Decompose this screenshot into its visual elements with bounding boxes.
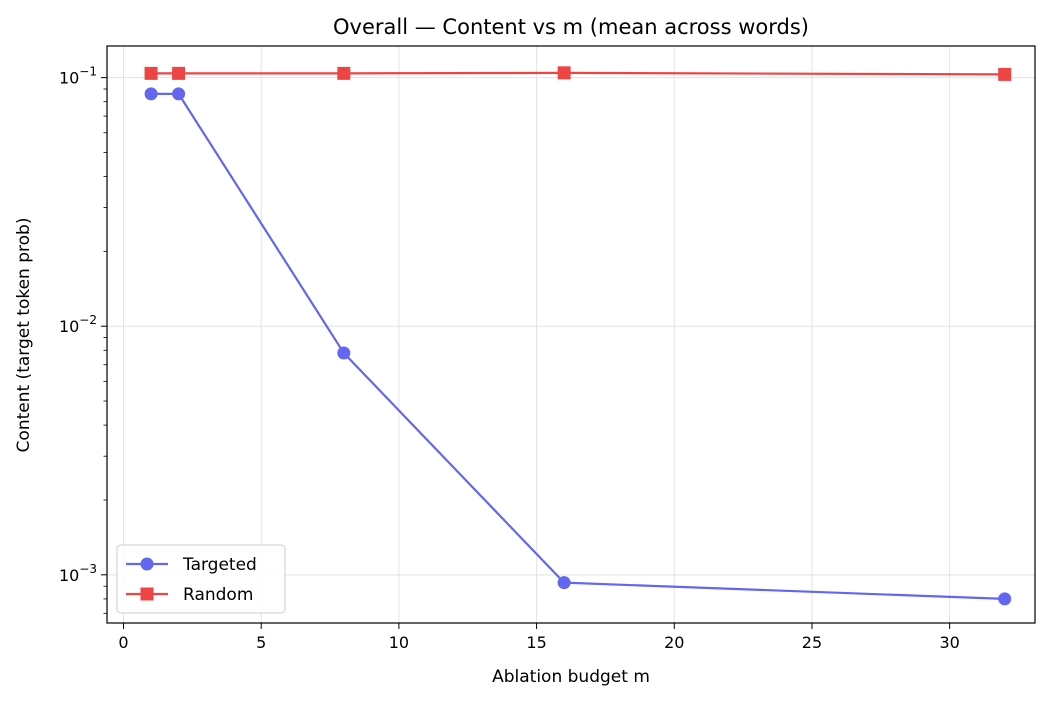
grid bbox=[107, 46, 1035, 623]
legend-label: Targeted bbox=[182, 555, 257, 575]
legend-item-random: Random bbox=[126, 585, 253, 605]
y-axis-label: Content (target token prob) bbox=[14, 218, 34, 453]
x-tick-label: 0 bbox=[118, 633, 128, 652]
data-point bbox=[557, 576, 571, 590]
legend-marker bbox=[140, 557, 154, 571]
x-axis: 0 5 10 15 20 25 30 bbox=[118, 623, 960, 652]
y-tick-label: 10−1 bbox=[59, 65, 97, 88]
legend-label: Random bbox=[183, 585, 253, 605]
y-tick-label: 10−3 bbox=[59, 562, 97, 585]
series-layer bbox=[144, 66, 1012, 606]
data-point bbox=[337, 66, 351, 80]
plot-frame bbox=[106, 45, 1036, 624]
data-point bbox=[172, 87, 186, 101]
legend-item-targeted: Targeted bbox=[126, 555, 257, 575]
data-point bbox=[557, 66, 571, 80]
data-point bbox=[172, 66, 186, 80]
x-tick-label: 30 bbox=[939, 633, 959, 652]
y-axis: 10−3 10−2 10−1 bbox=[59, 65, 107, 614]
legend: Targeted Random bbox=[116, 544, 286, 614]
series-line bbox=[151, 71, 1005, 76]
data-point bbox=[998, 67, 1012, 81]
y-tick-label: 10−2 bbox=[59, 313, 97, 336]
series-targeted bbox=[144, 87, 1012, 606]
series-line bbox=[151, 92, 1005, 601]
data-point bbox=[337, 346, 351, 360]
chart-title: Overall — Content vs m (mean across word… bbox=[333, 15, 809, 39]
x-tick-label: 15 bbox=[526, 633, 546, 652]
data-point bbox=[144, 66, 158, 80]
data-point bbox=[144, 87, 158, 101]
x-tick-label: 10 bbox=[389, 633, 409, 652]
data-point bbox=[998, 592, 1012, 606]
x-tick-label: 5 bbox=[256, 633, 266, 652]
legend-marker bbox=[140, 587, 154, 601]
x-tick-label: 20 bbox=[664, 633, 684, 652]
x-tick-label: 25 bbox=[802, 633, 822, 652]
series-random bbox=[144, 66, 1012, 81]
legend-box bbox=[116, 544, 286, 614]
x-axis-label: Ablation budget m bbox=[492, 667, 650, 687]
